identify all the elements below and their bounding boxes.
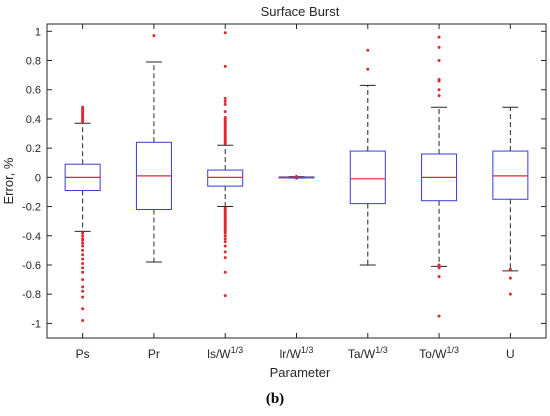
outlier-point (223, 237, 227, 241)
outlier-point (223, 31, 227, 35)
box-group (64, 105, 101, 322)
outlier-point (223, 99, 227, 103)
y-tick-label: -0.6 (22, 260, 41, 272)
outlier-point (81, 234, 85, 238)
chart-title: Surface Burst (261, 4, 340, 19)
outlier-point (81, 289, 85, 293)
box-plot-chart: Surface Burst -1 -0.8 -0.6 -0.4 -0.2 0 0.2 0.4 0… (1, 4, 547, 380)
outlier-point (223, 142, 227, 146)
x-tick-label: To/W1/3 (419, 345, 459, 361)
outlier-point (223, 64, 227, 68)
outlier-point (81, 278, 85, 282)
outlier-point (437, 263, 441, 267)
outlier-point (223, 110, 227, 114)
outlier-point (437, 266, 441, 270)
axes-frame (46, 23, 547, 339)
plot-area (64, 31, 529, 322)
x-axis: Ps Pr ls/W1/3 lr/W1/3 Ta/W1/3 To/W1/3 U (76, 24, 515, 361)
outlier-point (508, 292, 512, 296)
box-group (278, 174, 315, 180)
outlier-point (508, 267, 512, 271)
box-group (207, 31, 244, 298)
y-tick-label: -0.2 (22, 202, 41, 214)
outlier-point (437, 45, 441, 49)
y-tick-label: -1 (31, 318, 41, 330)
outlier-point (437, 88, 441, 92)
outlier-point (81, 285, 85, 289)
iqr-box (492, 150, 529, 200)
y-tick-label: 0.6 (26, 85, 41, 97)
y-tick-label: 0 (35, 172, 41, 184)
outlier-point (81, 262, 85, 266)
outlier-point (81, 270, 85, 274)
y-tick-label: 1 (35, 26, 41, 38)
outlier-point (437, 275, 441, 279)
outlier-point (366, 48, 370, 52)
x-tick-label: Pr (148, 347, 160, 361)
outlier-point (81, 244, 85, 248)
outlier-point (81, 266, 85, 270)
y-tick-label: -0.8 (22, 289, 41, 301)
y-axis: -1 -0.8 -0.6 -0.4 -0.2 0 0.2 0.4 0.6 0.8 1 (22, 26, 546, 330)
outlier-point (437, 79, 441, 83)
outlier-point (223, 250, 227, 254)
outlier-point (81, 231, 85, 235)
outlier-point (81, 318, 85, 322)
outlier-point (223, 294, 227, 298)
outlier-point (223, 244, 227, 248)
x-tick-label: U (506, 347, 515, 361)
outlier-point (81, 307, 85, 311)
outlier-point (223, 102, 227, 106)
outlier-point (81, 253, 85, 257)
y-axis-label: Error, % (1, 157, 16, 204)
x-tick-label: lr/W1/3 (280, 345, 314, 361)
outlier-point (366, 67, 370, 71)
figure-caption: (b) (265, 391, 285, 407)
outlier-point (223, 240, 227, 244)
outlier-point (437, 314, 441, 318)
outlier-point (152, 34, 156, 38)
y-tick-label: 0.2 (26, 143, 41, 155)
outlier-point (437, 59, 441, 63)
box-group (135, 34, 172, 263)
iqr-box (349, 150, 386, 205)
x-axis-label: Parameter (270, 365, 331, 380)
outlier-point (223, 270, 227, 274)
outlier-point (81, 238, 85, 242)
outlier-point (223, 96, 227, 100)
outlier-point (81, 241, 85, 245)
outlier-point (223, 231, 227, 235)
box-group (349, 48, 386, 266)
outlier-point (437, 35, 441, 39)
outlier-point (437, 94, 441, 98)
box-group (492, 106, 529, 296)
y-tick-label: -0.4 (22, 231, 41, 243)
y-tick-label: 0.4 (26, 114, 41, 126)
outlier-point (81, 120, 85, 124)
outlier-point (223, 234, 227, 238)
outlier-point (295, 176, 298, 180)
y-tick-label: 0.8 (26, 56, 41, 68)
outlier-point (223, 256, 227, 260)
outlier-point (81, 295, 85, 299)
outlier-point (508, 276, 512, 280)
outlier-point (81, 257, 85, 261)
x-tick-label: Ta/W1/3 (348, 345, 388, 361)
iqr-box (207, 169, 244, 187)
x-tick-label: Ps (76, 347, 90, 361)
box-group (421, 35, 458, 318)
outlier-point (81, 248, 85, 252)
x-tick-label: ls/W1/3 (207, 345, 243, 361)
